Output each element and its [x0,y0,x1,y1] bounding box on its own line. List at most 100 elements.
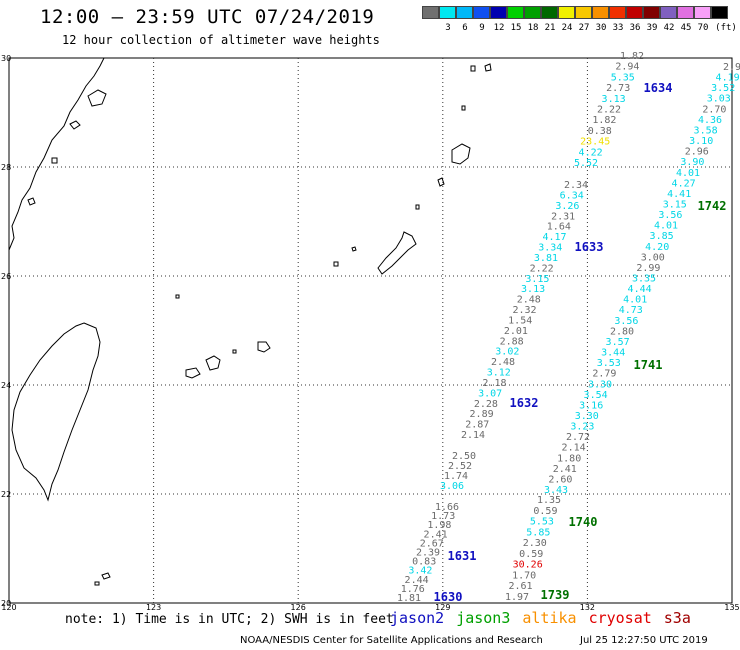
wave-height-value: 4.20 [645,242,669,253]
scale-label: 30 [595,23,607,33]
wave-height-value: 4.19 [716,73,740,84]
island [175,294,180,299]
wave-height-value: 2.87 [465,420,489,431]
wave-height-value: 1.64 [547,222,571,233]
wave-height-value: 3.57 [606,337,630,348]
scale-label: 24 [561,23,573,33]
wave-height-value: 3.30 [575,411,599,422]
scale-swatch [575,6,592,19]
wave-height-value: 3.81 [534,253,558,264]
ishigaki-coastline [205,355,221,371]
scale-label: 3 [445,23,451,33]
wave-height-value: 5.53 [530,517,554,528]
wave-height-value: 3.35 [632,274,656,285]
wave-height-value: 2.18 [482,378,506,389]
wave-height-value: 23.45 [580,137,610,148]
lat-lon-grid: 120 123 126 129 132 135 30 28 26 24 22 20 [1,54,740,612]
credit-text: NOAA/NESDIS Center for Satellite Applica… [240,635,543,646]
scale-label: 12 [493,23,505,33]
scale-swatch [677,6,694,19]
wave-height-value: 2.96 [685,147,709,158]
wave-height-value: 0.38 [588,126,612,137]
island [27,197,36,206]
wave-height-value: 2.48 [517,295,541,306]
scale-label: 39 [646,23,658,33]
wave-height-value: 4.01 [623,295,647,306]
wave-height-value: 3.03 [707,94,731,105]
wave-height-value: 3.15 [525,274,549,285]
wave-height-value: 2.70 [702,104,726,115]
wave-height-value: 3.58 [694,125,718,136]
taiwan-coastline [11,322,101,502]
china-coastline [8,57,105,251]
lon-tick-label: 120 [1,603,16,612]
wave-height-value: 2.89 [470,409,494,420]
wave-height-value: 4.44 [628,284,652,295]
lat-tick-label: 28 [1,163,11,172]
island [437,177,445,187]
wave-height-value: 1.76 [401,584,425,595]
wave-height-value: 4.73 [619,305,643,316]
scale-label: 42 [663,23,675,33]
wave-height-value: 3.44 [601,348,625,359]
wave-height-value: 1.80 [557,453,581,464]
wave-height-value: 3.13 [521,284,545,295]
pass-number-label: 1739 [541,588,570,602]
pass-number-label: 1634 [644,81,673,95]
wave-height-value: 0.59 [533,506,557,517]
wave-height-value: 2.28 [474,399,498,410]
scale-swatch [524,6,541,19]
wave-height-value: 0.59 [519,549,543,560]
scale-swatch [473,6,490,19]
lon-tick-label: 123 [146,603,161,612]
wave-height-value: 1.73 [431,511,455,522]
wave-height-value: 3.15 [663,199,687,210]
wave-height-value: 2.01 [504,326,528,337]
wave-height-value: 1.81 [397,593,421,604]
wave-height-value: 2.50 [452,451,476,462]
wave-height-value: 4.36 [698,115,722,126]
wave-height-value: 2.88 [500,336,524,347]
island [232,349,237,354]
wave-height-value: 1.70 [512,570,536,581]
scale-label: 36 [629,23,641,33]
wave-height-value: 2.52 [448,461,472,472]
wave-height-value: 3.26 [555,201,579,212]
wave-height-value: 3.23 [570,422,594,433]
scale-swatch [422,6,439,19]
wave-height-value: 3.56 [614,316,638,327]
wave-height-value: 3.12 [487,368,511,379]
wave-height-value: 2.80 [610,326,634,337]
lon-tick-label: 135 [724,603,739,612]
scale-label: 70 [697,23,709,33]
wave-height-value: 2.67 [420,538,444,549]
scale-swatch [490,6,507,19]
wave-height-value: 2.73 [606,83,630,94]
wave-height-value: 4.22 [579,147,603,158]
wave-height-value: 1.97 [505,592,529,603]
wave-height-value: 1.82 [620,51,644,62]
wave-height-value: 2.94 [615,62,639,73]
wave-height-value: 3.06 [440,481,464,492]
pass-number-label: 1742 [698,199,727,213]
wave-height-value: 2.41 [553,464,577,475]
map-frame [8,57,733,604]
island [101,572,111,580]
pass-labels: 1634 1633 1632 1631 1630 1742 1741 1740 1739 [434,81,727,604]
wave-height-value: 5.85 [526,527,550,538]
wave-height-value: 2.39 [416,548,440,559]
wave-height-value: 1.54 [508,315,532,326]
wave-height-value: 2.72 [566,432,590,443]
wave-height-value: 1.82 [592,115,616,126]
lat-tick-label: 20 [1,599,11,608]
wave-height-value: 3.34 [538,243,562,254]
scale-label: 9 [479,23,485,33]
wave-height-value: 2.99 [636,263,660,274]
lat-tick-label: 26 [1,272,11,281]
wave-height-value: 3.53 [597,358,621,369]
island [351,246,357,252]
wave-height-value: 3.43 [544,485,568,496]
wave-height-value: 4.41 [667,189,691,200]
wave-height-value: 3.30 [588,379,612,390]
scale-label: 18 [527,23,539,33]
